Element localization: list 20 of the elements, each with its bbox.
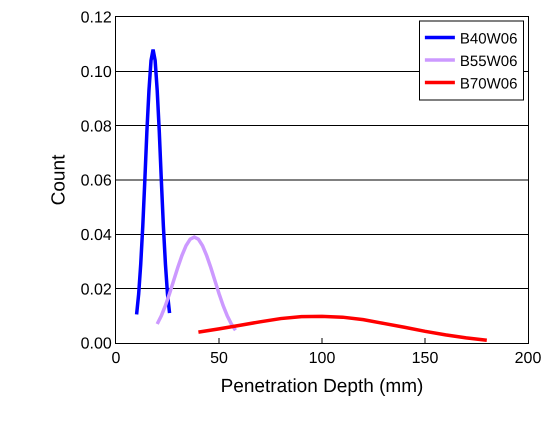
line-series: [134, 48, 172, 316]
line-series: [155, 235, 238, 332]
x-tick-label: 0: [112, 350, 121, 368]
y-tick-label: 0.00: [80, 336, 112, 353]
y-axis-title: Count: [48, 154, 70, 206]
y-tick-label: 0.10: [80, 64, 112, 81]
y-tick-label: 0.02: [80, 281, 112, 298]
legend-label: B40W06: [460, 30, 518, 48]
legend-label: B70W06: [460, 75, 518, 92]
y-tick-label: 0.06: [80, 172, 112, 190]
y-tick-label: 0.08: [80, 118, 112, 136]
x-axis-title: Penetration Depth (mm): [220, 376, 424, 397]
line-series: [196, 314, 489, 342]
x-tick-label: 100: [308, 350, 336, 368]
legend-label: B55W06: [460, 52, 518, 70]
x-tick-label: 150: [412, 350, 438, 368]
y-tick-label: 0.12: [80, 10, 112, 27]
y-tick-label: 0.04: [80, 226, 112, 244]
x-tick-label: 200: [514, 350, 542, 368]
x-tick-label: 50: [210, 350, 228, 368]
